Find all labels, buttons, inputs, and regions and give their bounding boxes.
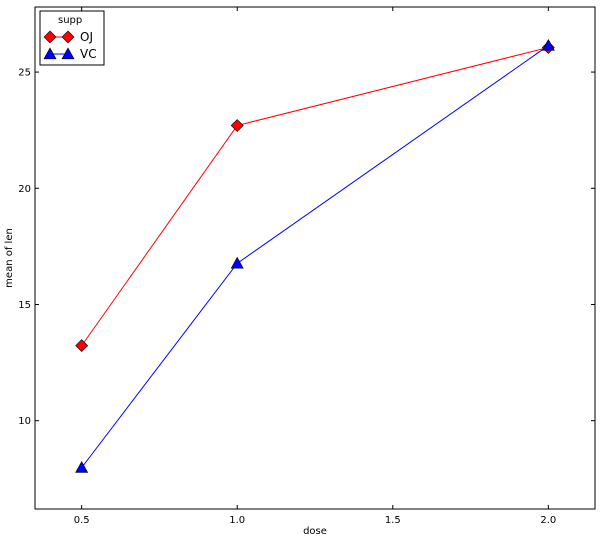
- legend-title: supp: [58, 15, 82, 26]
- axis-ticks: 0.5 1.0 1.5 2.0 10 15 20 25: [18, 7, 595, 526]
- y-axis-label: mean of len: [4, 228, 15, 288]
- legend-label-oj: OJ: [80, 30, 93, 44]
- x-tick-label: 0.5: [74, 515, 90, 526]
- legend: supp OJ VC: [39, 10, 105, 66]
- x-axis-label: dose: [303, 526, 327, 537]
- legend-marker-vc: [43, 47, 57, 60]
- x-tick-label: 1.0: [229, 515, 245, 526]
- data-point-oj: [230, 119, 244, 132]
- y-tick-label: 25: [18, 68, 31, 79]
- y-tick-label: 20: [18, 184, 31, 195]
- legend-marker-vc: [61, 47, 75, 60]
- data-point-vc: [75, 461, 89, 473]
- legend-marker-oj: [43, 30, 57, 44]
- y-tick-label: 10: [18, 416, 31, 427]
- y-tick-label: 15: [18, 300, 31, 311]
- x-tick-label: 1.5: [385, 515, 401, 526]
- series-layer: [75, 38, 555, 473]
- data-point-vc: [541, 38, 555, 51]
- legend-marker-oj: [61, 30, 75, 44]
- data-point-oj: [75, 339, 89, 353]
- legend-label-vc: VC: [80, 47, 97, 61]
- x-tick-label: 2.0: [540, 515, 556, 526]
- data-point-vc: [230, 256, 244, 269]
- plot-frame: [34, 6, 596, 510]
